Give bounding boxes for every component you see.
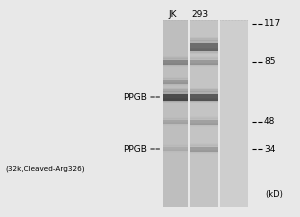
Bar (163, 99, 188, 102)
Bar (190, 58, 218, 59)
Text: 85: 85 (264, 58, 275, 66)
Bar (163, 58, 188, 59)
Bar (190, 91, 218, 94)
Bar (163, 64, 188, 66)
Bar (163, 149, 188, 151)
Bar (190, 48, 218, 51)
Bar (190, 49, 218, 53)
Bar (190, 120, 218, 125)
Bar (163, 59, 188, 64)
Bar (163, 88, 188, 91)
Bar (190, 100, 218, 103)
Bar (190, 59, 218, 64)
Bar (190, 151, 218, 153)
Bar (190, 98, 218, 100)
Bar (190, 151, 218, 153)
Bar (190, 56, 218, 58)
Text: PPGB: PPGB (123, 92, 147, 102)
Text: PPGB: PPGB (123, 145, 147, 153)
Bar (190, 40, 218, 43)
Bar (163, 62, 188, 64)
Text: 48: 48 (264, 117, 275, 127)
Bar (163, 91, 188, 94)
Bar (163, 64, 188, 66)
Bar (163, 56, 188, 59)
Bar (163, 80, 188, 84)
Bar (190, 64, 218, 66)
Bar (163, 150, 188, 152)
Bar (163, 89, 188, 92)
Text: (kD): (kD) (265, 190, 283, 199)
Bar (163, 145, 188, 146)
Text: JK: JK (169, 10, 177, 19)
Bar (190, 143, 218, 146)
Bar (220, 20, 248, 207)
Bar (190, 88, 218, 91)
Bar (163, 78, 188, 80)
Bar (190, 37, 218, 40)
Bar (163, 147, 188, 151)
Bar (190, 64, 218, 66)
Bar (163, 94, 188, 100)
Bar (163, 118, 188, 119)
Bar (163, 98, 188, 100)
Bar (163, 83, 188, 85)
Text: 293: 293 (191, 10, 208, 19)
Bar (163, 151, 188, 153)
Bar (163, 123, 188, 125)
Bar (190, 43, 218, 51)
Bar (190, 38, 218, 41)
Text: (32k,Cleaved-Arg326): (32k,Cleaved-Arg326) (5, 165, 85, 171)
Bar (163, 118, 188, 120)
Bar (190, 123, 218, 125)
Bar (190, 115, 218, 117)
Bar (190, 146, 218, 151)
Bar (163, 124, 188, 126)
Bar (163, 120, 188, 124)
Bar (163, 77, 188, 78)
Bar (163, 56, 188, 58)
Bar (190, 94, 218, 100)
Bar (190, 99, 218, 102)
Bar (190, 20, 218, 207)
Bar (163, 84, 188, 85)
Bar (190, 56, 218, 59)
Bar (163, 117, 188, 118)
Bar (163, 20, 188, 207)
Text: 34: 34 (264, 145, 275, 153)
Bar (163, 100, 188, 103)
Bar (190, 89, 218, 92)
Bar (163, 145, 188, 147)
Bar (190, 143, 218, 145)
Bar (190, 51, 218, 54)
Bar (190, 117, 218, 120)
Bar (163, 78, 188, 79)
Bar (163, 122, 188, 124)
Bar (190, 62, 218, 64)
Bar (190, 150, 218, 151)
Bar (190, 145, 218, 146)
Bar (190, 117, 218, 118)
Bar (163, 82, 188, 84)
Bar (190, 125, 218, 127)
Bar (190, 123, 218, 125)
Text: 117: 117 (264, 20, 281, 28)
Bar (163, 144, 188, 145)
